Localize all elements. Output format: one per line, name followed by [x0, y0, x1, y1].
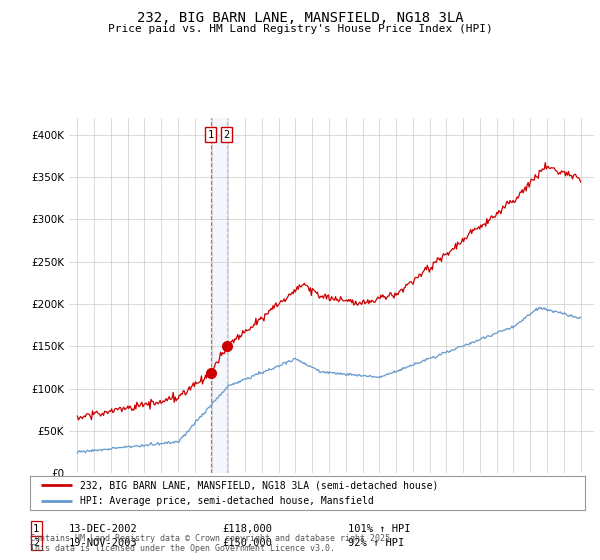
- Text: 101% ↑ HPI: 101% ↑ HPI: [348, 524, 410, 534]
- Text: 92% ↑ HPI: 92% ↑ HPI: [348, 538, 404, 548]
- Bar: [211, 118, 227, 473]
- Text: 19-NOV-2003: 19-NOV-2003: [69, 538, 138, 548]
- Text: 1: 1: [33, 524, 39, 534]
- Text: 232, BIG BARN LANE, MANSFIELD, NG18 3LA (semi-detached house): 232, BIG BARN LANE, MANSFIELD, NG18 3LA …: [80, 480, 439, 490]
- Text: 232, BIG BARN LANE, MANSFIELD, NG18 3LA: 232, BIG BARN LANE, MANSFIELD, NG18 3LA: [137, 11, 463, 25]
- Text: 1: 1: [208, 129, 214, 139]
- Text: Price paid vs. HM Land Registry's House Price Index (HPI): Price paid vs. HM Land Registry's House …: [107, 24, 493, 34]
- Text: £150,000: £150,000: [222, 538, 272, 548]
- Text: 2: 2: [33, 538, 39, 548]
- Text: Contains HM Land Registry data © Crown copyright and database right 2025.
This d: Contains HM Land Registry data © Crown c…: [30, 534, 395, 553]
- Text: HPI: Average price, semi-detached house, Mansfield: HPI: Average price, semi-detached house,…: [80, 496, 374, 506]
- Text: 2: 2: [224, 129, 230, 139]
- Text: £118,000: £118,000: [222, 524, 272, 534]
- Text: 13-DEC-2002: 13-DEC-2002: [69, 524, 138, 534]
